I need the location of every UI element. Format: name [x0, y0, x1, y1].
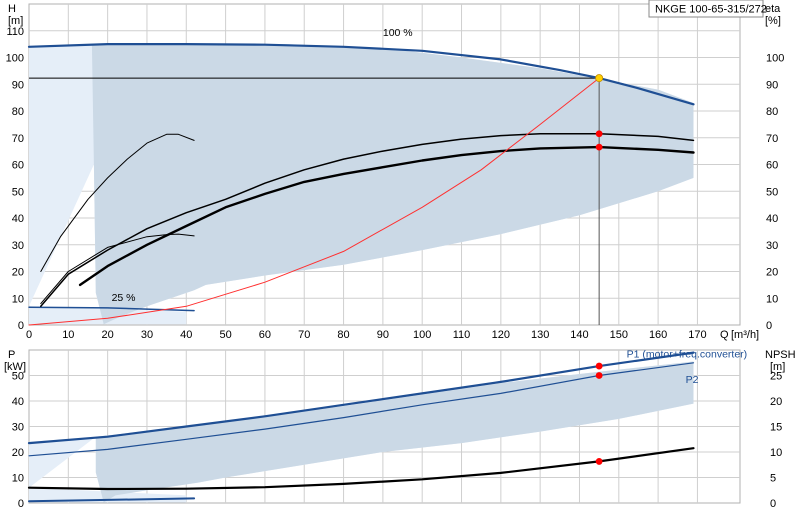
operating-point [595, 143, 603, 151]
chart-title: NKGE 100-65-315/272 [655, 4, 767, 16]
y-left-unit: [m] [8, 15, 23, 27]
lower-points [595, 362, 603, 465]
y-left-tick-label: 80 [12, 106, 24, 118]
upper-curves [27, 42, 695, 326]
y-right-tick-label: 60 [766, 160, 778, 172]
upper-eta-curve-line [40, 233, 195, 305]
speed-label-25: 25 % [112, 292, 136, 304]
y-right-tick-label: 80 [766, 106, 778, 118]
lower-low-speed-line [28, 497, 196, 503]
upper-eta-curve-line [40, 133, 195, 272]
x-tick-label: 110 [453, 329, 471, 341]
lower-curves [27, 351, 695, 503]
lower-operating-band [29, 361, 694, 503]
y-left-tick-label: 10 [12, 293, 24, 305]
x-tick-label: 30 [141, 329, 153, 341]
y-left-tick-label: 40 [12, 213, 24, 225]
band-dark-region [95, 361, 694, 503]
band-dark-region [91, 44, 694, 325]
lower-y-left-tick-label: 20 [12, 447, 24, 459]
lower-p2-line [28, 362, 695, 457]
legend-p2: P2 [686, 374, 699, 386]
speed-label-100: 100 % [383, 27, 413, 39]
lower-y-left-tick-label: 50 [12, 371, 24, 383]
y-right-tick-label: 20 [766, 267, 778, 279]
duty-point [595, 74, 604, 83]
y-left-tick-label: 50 [12, 186, 24, 198]
x-tick-label: 50 [219, 329, 231, 341]
upper-eta-curve-line [78, 145, 695, 287]
x-tick-label: 10 [62, 329, 74, 341]
y-left-tick-label: 0 [18, 320, 24, 332]
x-tick-label: 90 [377, 329, 389, 341]
x-tick-label: 130 [531, 329, 549, 341]
lower-y-right-tick-label: 25 [770, 371, 782, 383]
lower-y-right-unit: [m] [770, 361, 785, 373]
lower-ticks: 0 10 20 30 40 50 0 5 10 15 20 25 [12, 371, 783, 511]
y-right-tick-label: 50 [766, 186, 778, 198]
x-tick-label: 0 [26, 329, 32, 341]
y-left-tick-label: 60 [12, 160, 24, 172]
upper-panel: 0 10 20 30 40 50 60 70 80 90 100 110 120 130 140 150 160… [6, 3, 785, 341]
operating-point [595, 372, 603, 379]
x-name: Q [720, 329, 729, 341]
lower-y-left-unit: [kW] [4, 361, 26, 373]
upper-points [595, 74, 604, 151]
y-left-tick-label: 110 [6, 26, 24, 38]
y-right-name: eta [765, 3, 781, 15]
x-tick-label: 70 [298, 329, 310, 341]
x-tick-label: 40 [180, 329, 192, 341]
lower-npsh-line [27, 447, 695, 491]
lower-y-right-tick-label: 5 [770, 473, 776, 485]
x-tick-label: 120 [492, 329, 510, 341]
lower-y-left-tick-label: 30 [12, 422, 24, 434]
y-right-tick-label: 90 [766, 79, 778, 91]
y-right-tick-label: 100 [766, 53, 784, 65]
upper-operating-band [29, 44, 694, 325]
x-unit: [m³/h] [731, 329, 759, 341]
upper-system-line [28, 77, 600, 326]
lower-y-left-tick-label: 0 [18, 498, 24, 510]
y-right-tick-label: 0 [766, 320, 772, 332]
lower-y-right-tick-label: 10 [770, 447, 782, 459]
y-left-name: H [8, 3, 16, 15]
x-tick-label: 170 [688, 329, 706, 341]
x-tick-label: 80 [337, 329, 349, 341]
lower-y-left-name: P [8, 349, 15, 361]
lower-y-right-name: NPSH [765, 349, 796, 361]
y-left-tick-label: 20 [12, 267, 24, 279]
y-right-unit: [%] [765, 15, 781, 27]
y-right-tick-label: 70 [766, 133, 778, 145]
lower-y-right-tick-label: 0 [770, 498, 776, 510]
upper-eta-curve-line [40, 132, 695, 308]
x-tick-label: 20 [102, 329, 114, 341]
lower-y-left-tick-label: 10 [12, 473, 24, 485]
operating-point [595, 458, 603, 465]
operating-point [595, 130, 603, 138]
title-box [648, 0, 764, 18]
x-tick-label: 100 [413, 329, 431, 341]
upper-100--line [27, 42, 695, 106]
y-left-tick-label: 30 [12, 240, 24, 252]
lower-p1-motor-freq-converter--line [27, 351, 695, 445]
operating-point [595, 362, 603, 370]
x-tick-label: 150 [610, 329, 628, 341]
x-tick-label: 160 [649, 329, 667, 341]
y-left-tick-label: 90 [12, 79, 24, 91]
y-right-tick-label: 10 [766, 293, 778, 305]
x-tick-label: 60 [259, 329, 271, 341]
y-right-tick-label: 30 [766, 240, 778, 252]
y-left-tick-label: 70 [12, 133, 24, 145]
y-left-tick-label: 100 [6, 53, 24, 65]
lower-y-left-tick-label: 40 [12, 396, 24, 408]
y-right-tick-label: 40 [766, 213, 778, 225]
lower-panel: 0 10 20 30 40 50 0 5 10 15 20 25 [12, 349, 783, 511]
upper-ticks: 0 10 20 30 40 50 60 70 80 90 100 110 120 130 140 150 160… [6, 26, 785, 341]
lower-y-right-tick-label: 20 [770, 396, 782, 408]
legend-p1: P1 (motor+freq.converter) [627, 349, 748, 361]
x-tick-label: 140 [570, 329, 588, 341]
lower-y-right-tick-label: 15 [770, 422, 782, 434]
